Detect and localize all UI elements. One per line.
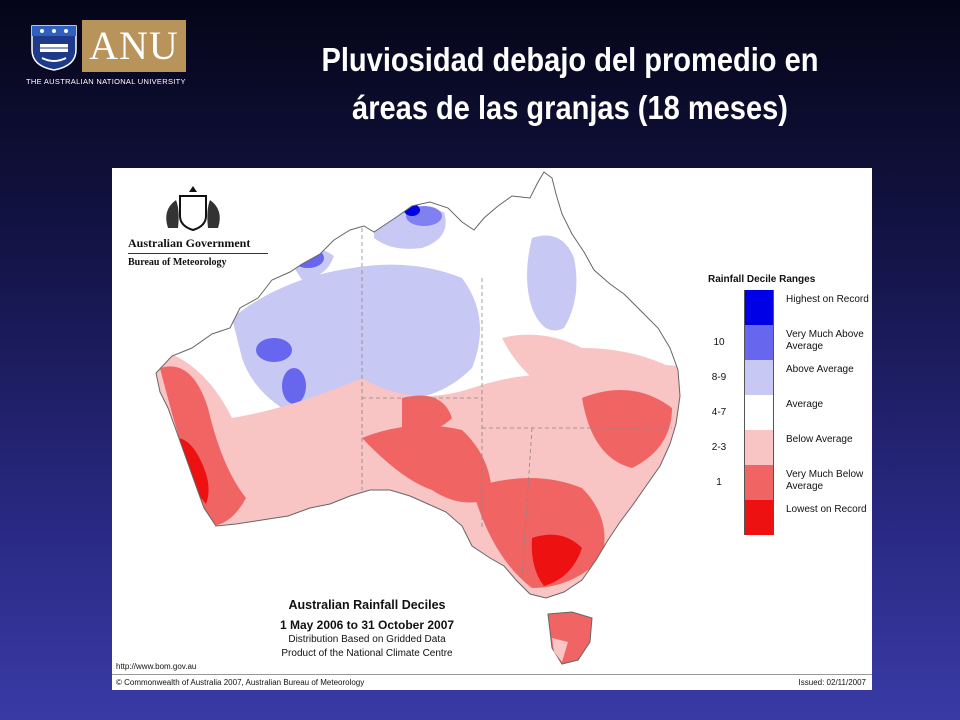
bom-url: http://www.bom.gov.au [116,662,197,671]
legend-code: 1 [716,477,722,488]
australia-rainfall-map [155,171,681,665]
legend-label: Lowest on Record [786,504,867,515]
tasmania-below-average [552,638,568,662]
legend-swatch [744,360,774,395]
rainfall-map-panel: Australian Government Bureau of Meteorol… [112,168,872,690]
legend-label: Highest on Record [786,294,869,305]
very-much-above-patch-3 [292,248,324,268]
very-much-below-region-sa [362,425,492,503]
very-much-above-patch-1 [256,338,292,362]
tasmania [547,611,593,665]
caption-method: Distribution Based on Gridded Data [288,634,446,645]
title-line-2: áreas de las granjas (18 meses) [352,89,788,126]
legend-row-average: 4-7 Average [704,395,869,430]
anu-wordmark: ANU [89,23,179,68]
legend-swatch [744,430,774,465]
legend-row-very-much-below: 1 Very Much Below Average [704,465,869,500]
legend-title: Rainfall Decile Ranges [708,274,816,285]
caption-title: Australian Rainfall Deciles [288,598,446,612]
lowest-on-record-vic [531,534,582,586]
legend-swatch [744,500,774,535]
very-much-below-region-central [402,395,452,432]
legend-label: Very Much Below Average [786,469,864,492]
caption-period: 1 May 2006 to 31 October 2007 [279,618,455,632]
very-much-below-region-qld [582,390,672,468]
legend-row-highest: Highest on Record [704,290,869,325]
state-borders [361,228,672,579]
government-branding: Australian Government Bureau of Meteorol… [128,184,268,268]
copyright-text: © Commonwealth of Australia 2007, Austra… [116,678,365,687]
map-caption: Australian Rainfall Deciles 1 May 2006 t… [262,598,472,660]
anu-logo: ANU THE AUSTRALIAN NATIONAL UNIVERSITY [26,18,191,88]
legend-label: Below Average [786,434,853,445]
legend-row-very-much-above: 10 Very Much Above Average [704,325,869,360]
map-footer: © Commonwealth of Australia 2007, Austra… [112,674,872,691]
coastline [155,171,681,599]
legend-swatch [744,290,774,325]
legend-code: 4-7 [711,407,727,418]
bureau-name: Bureau of Meteorology [128,257,227,268]
legend-label: Very Much Above Average [786,329,864,352]
government-name: Australian Government [128,236,268,254]
caption-product: Product of the National Climate Centre [281,648,453,659]
issued-date: Issued: 02/11/2007 [798,678,866,687]
legend-label: Above Average [786,364,854,375]
legend-code: 8-9 [711,372,727,383]
legend-row-below: 2-3 Below Average [704,430,869,465]
legend-row-lowest: Lowest on Record [704,500,869,535]
anu-wordmark-box: ANU [82,20,186,72]
legend-label: Average [786,399,824,410]
legend-row-above: 8-9 Above Average [704,360,869,395]
legend-swatch [744,395,774,430]
legend-code: 2-3 [711,442,727,453]
above-average-region-qld [527,235,577,331]
very-much-below-region-wa [160,366,246,526]
legend-code: 10 [713,337,725,348]
coat-of-arms-icon [166,186,220,232]
anu-crest-icon [31,25,77,71]
legend-swatch [744,465,774,500]
university-name: THE AUSTRALIAN NATIONAL UNIVERSITY [26,77,186,86]
very-much-above-patch-2 [282,368,306,404]
title-line-1: Pluviosidad debajo del promedio en [321,41,819,78]
slide-title: Pluviosidad debajo del promedio en áreas… [288,36,851,132]
legend-swatch [744,325,774,360]
